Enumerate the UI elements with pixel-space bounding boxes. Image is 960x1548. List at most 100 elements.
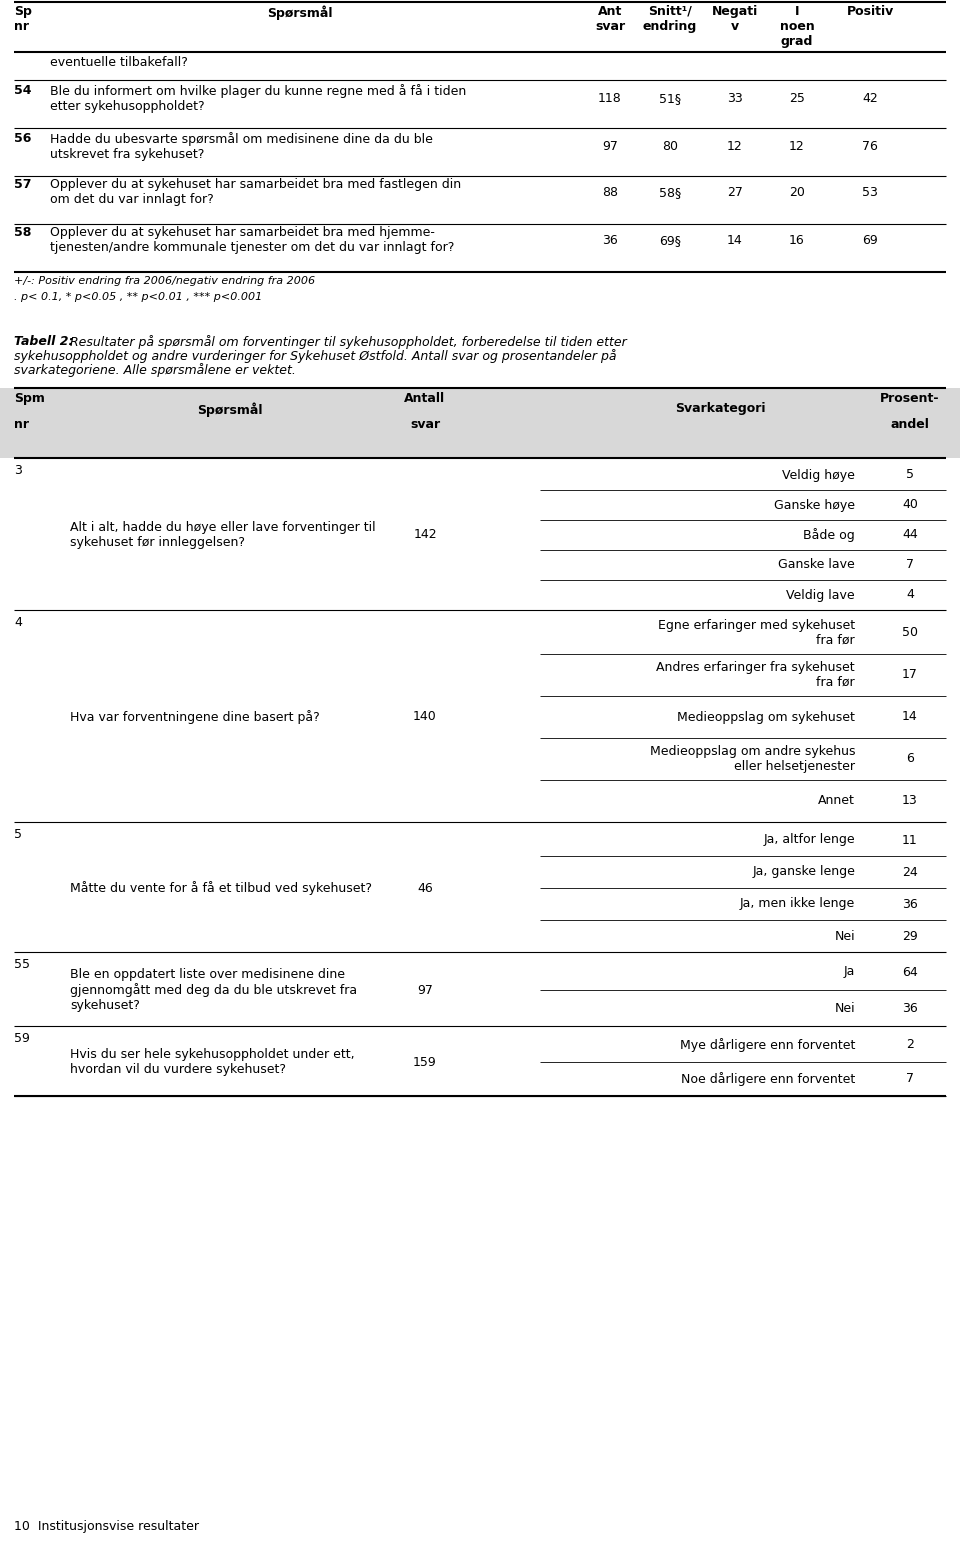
- Text: Nei: Nei: [834, 929, 855, 943]
- Text: 40: 40: [902, 498, 918, 511]
- Text: 36: 36: [902, 898, 918, 910]
- Text: Hvis du ser hele sykehusoppholdet under ett,
hvordan vil du vurdere sykehuset?: Hvis du ser hele sykehusoppholdet under …: [70, 1048, 354, 1076]
- Text: 5: 5: [906, 469, 914, 481]
- Text: Snitt¹/
endring: Snitt¹/ endring: [643, 5, 697, 33]
- Text: I
noen
grad: I noen grad: [780, 5, 814, 48]
- Text: 36: 36: [602, 234, 618, 248]
- Text: 44: 44: [902, 528, 918, 542]
- Text: 51§: 51§: [659, 91, 681, 105]
- Text: 97: 97: [417, 983, 433, 997]
- Text: 159: 159: [413, 1056, 437, 1068]
- Text: Medieoppslag om sykehuset: Medieoppslag om sykehuset: [677, 711, 855, 723]
- Text: 24: 24: [902, 865, 918, 879]
- Text: andel: andel: [891, 418, 929, 430]
- Text: 12: 12: [727, 139, 743, 153]
- Text: 25: 25: [789, 91, 804, 105]
- Text: Ant
svar: Ant svar: [595, 5, 625, 33]
- Text: 27: 27: [727, 186, 743, 200]
- Text: Ja, altfor lenge: Ja, altfor lenge: [763, 833, 855, 847]
- Text: 14: 14: [727, 234, 743, 248]
- Text: 55: 55: [14, 958, 30, 971]
- Text: Positiv: Positiv: [847, 5, 894, 19]
- Text: 54: 54: [14, 84, 32, 98]
- Text: Noe dårligere enn forventet: Noe dårligere enn forventet: [681, 1073, 855, 1087]
- Text: Måtte du vente for å få et tilbud ved sykehuset?: Måtte du vente for å få et tilbud ved sy…: [70, 881, 372, 895]
- Text: nr: nr: [14, 418, 29, 430]
- Text: 59: 59: [14, 1033, 30, 1045]
- Text: 97: 97: [602, 139, 618, 153]
- Text: 69: 69: [862, 234, 877, 248]
- Text: Ja, men ikke lenge: Ja, men ikke lenge: [740, 898, 855, 910]
- Text: 4: 4: [14, 616, 22, 628]
- Text: Annet: Annet: [818, 794, 855, 808]
- Text: Ja, ganske lenge: Ja, ganske lenge: [752, 865, 855, 879]
- Text: 6: 6: [906, 752, 914, 766]
- Text: Både og: Både og: [804, 528, 855, 542]
- Text: 142: 142: [413, 528, 437, 542]
- Text: 7: 7: [906, 559, 914, 571]
- Text: 2: 2: [906, 1039, 914, 1051]
- Text: 58: 58: [14, 226, 32, 238]
- Text: svar: svar: [410, 418, 440, 430]
- Text: 5: 5: [14, 828, 22, 841]
- Text: 53: 53: [862, 186, 878, 200]
- Text: 42: 42: [862, 91, 877, 105]
- Text: 33: 33: [727, 91, 743, 105]
- Text: 58§: 58§: [659, 186, 682, 200]
- Text: 10  Institusjonsvise resultater: 10 Institusjonsvise resultater: [14, 1520, 199, 1533]
- Text: Sp
nr: Sp nr: [14, 5, 32, 33]
- Text: Ganske høye: Ganske høye: [774, 498, 855, 511]
- Text: Spørsmål: Spørsmål: [267, 5, 333, 20]
- Text: 118: 118: [598, 91, 622, 105]
- Text: Hadde du ubesvarte spørsmål om medisinene dine da du ble
utskrevet fra sykehuset: Hadde du ubesvarte spørsmål om medisinen…: [50, 132, 433, 161]
- Text: svarkategoriene. Alle spørsmålene er vektet.: svarkategoriene. Alle spørsmålene er vek…: [14, 362, 296, 378]
- Text: 50: 50: [902, 627, 918, 639]
- Text: 76: 76: [862, 139, 878, 153]
- Text: Tabell 2:: Tabell 2:: [14, 334, 74, 348]
- Text: 57: 57: [14, 178, 32, 190]
- Text: Alt i alt, hadde du høye eller lave forventinger til
sykehuset før innleggelsen?: Alt i alt, hadde du høye eller lave forv…: [70, 522, 375, 550]
- Text: 46: 46: [418, 881, 433, 895]
- Text: eventuelle tilbakefall?: eventuelle tilbakefall?: [50, 56, 188, 70]
- Text: 36: 36: [902, 1002, 918, 1014]
- Text: Hva var forventningene dine basert på?: Hva var forventningene dine basert på?: [70, 711, 320, 724]
- Text: 80: 80: [662, 139, 678, 153]
- Text: Ble du informert om hvilke plager du kunne regne med å få i tiden
etter sykehuso: Ble du informert om hvilke plager du kun…: [50, 84, 467, 113]
- Text: Mye dårligere enn forventet: Mye dårligere enn forventet: [680, 1039, 855, 1053]
- FancyBboxPatch shape: [0, 389, 960, 458]
- Text: Svarkategori: Svarkategori: [675, 402, 765, 415]
- Text: 11: 11: [902, 833, 918, 847]
- Text: Ja: Ja: [844, 966, 855, 978]
- Text: Negati
v: Negati v: [712, 5, 758, 33]
- Text: 20: 20: [789, 186, 804, 200]
- Text: Ble en oppdatert liste over medisinene dine
gjennomgått med deg da du ble utskre: Ble en oppdatert liste over medisinene d…: [70, 968, 357, 1012]
- Text: 4: 4: [906, 588, 914, 602]
- Text: Spørsmål: Spørsmål: [197, 402, 263, 416]
- Text: 140: 140: [413, 711, 437, 723]
- Text: Opplever du at sykehuset har samarbeidet bra med fastlegen din
om det du var inn: Opplever du at sykehuset har samarbeidet…: [50, 178, 461, 206]
- Text: 88: 88: [602, 186, 618, 200]
- Text: . p< 0.1, * p<0.05 , ** p<0.01 , *** p<0.001: . p< 0.1, * p<0.05 , ** p<0.01 , *** p<0…: [14, 293, 262, 302]
- Text: Medieoppslag om andre sykehus
eller helsetjenester: Medieoppslag om andre sykehus eller hels…: [650, 745, 855, 772]
- Text: Resultater på spørsmål om forventinger til sykehusoppholdet, forberedelse til ti: Resultater på spørsmål om forventinger t…: [66, 334, 627, 348]
- Text: Antall: Antall: [404, 392, 445, 406]
- Text: Opplever du at sykehuset har samarbeidet bra med hjemme-
tjenesten/andre kommuna: Opplever du at sykehuset har samarbeidet…: [50, 226, 454, 254]
- Text: Veldig høye: Veldig høye: [782, 469, 855, 481]
- Text: 12: 12: [789, 139, 804, 153]
- Text: 13: 13: [902, 794, 918, 808]
- Text: 69§: 69§: [659, 234, 681, 248]
- Text: Veldig lave: Veldig lave: [786, 588, 855, 602]
- Text: 29: 29: [902, 929, 918, 943]
- Text: +/-: Positiv endring fra 2006/negativ endring fra 2006: +/-: Positiv endring fra 2006/negativ en…: [14, 276, 315, 286]
- Text: Nei: Nei: [834, 1002, 855, 1014]
- Text: 3: 3: [14, 464, 22, 477]
- Text: 17: 17: [902, 669, 918, 681]
- Text: 7: 7: [906, 1073, 914, 1085]
- Text: Prosent-: Prosent-: [880, 392, 940, 406]
- Text: Andres erfaringer fra sykehuset
fra før: Andres erfaringer fra sykehuset fra før: [657, 661, 855, 689]
- Text: 16: 16: [789, 234, 804, 248]
- Text: Spm: Spm: [14, 392, 45, 406]
- Text: 64: 64: [902, 966, 918, 978]
- Text: 14: 14: [902, 711, 918, 723]
- Text: Egne erfaringer med sykehuset
fra før: Egne erfaringer med sykehuset fra før: [658, 619, 855, 647]
